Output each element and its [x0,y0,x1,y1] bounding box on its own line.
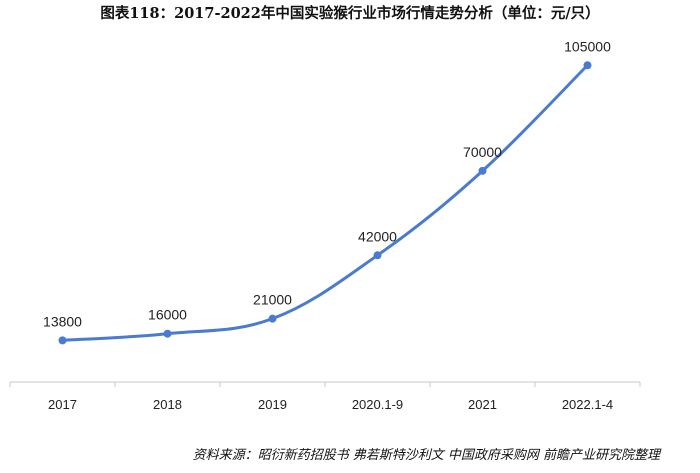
data-label: 13800 [43,313,82,329]
series-line [61,63,589,342]
chart-title: 图表118：2017-2022年中国实验猴行业市场行情走势分析（单位：元/只） [100,4,599,22]
data-point [268,314,277,323]
x-tick-labels: 2017 2018 2019 2020.1-9 2021 2022.1-4 [48,397,613,412]
data-labels: 13800 16000 21000 42000 70000 105000 [43,38,611,329]
data-label: 105000 [564,38,611,54]
x-tick-label: 2021 [468,397,497,412]
x-tick-label: 2022.1-4 [562,397,613,412]
data-point [478,166,487,175]
x-tick-marks [9,382,641,387]
series-points [58,61,592,345]
x-tick-label: 2017 [48,397,77,412]
data-label: 16000 [148,307,187,323]
data-point [583,61,592,70]
data-label: 70000 [463,144,502,160]
data-point [58,336,67,345]
x-tick-label: 2020.1-9 [352,397,403,412]
x-tick-label: 2018 [153,397,182,412]
plot-area: 2017 2018 2019 2020.1-9 2021 2022.1-4 13800 16… [9,38,641,412]
x-tick-label: 2019 [258,397,287,412]
data-point [373,251,382,260]
data-point [163,329,172,338]
data-label: 42000 [358,228,397,244]
data-label: 21000 [253,292,292,308]
source-note: 资料来源：昭衍新药招股书 弗若斯特沙利文 中国政府采购网 前瞻产业研究院整理 [193,447,662,463]
